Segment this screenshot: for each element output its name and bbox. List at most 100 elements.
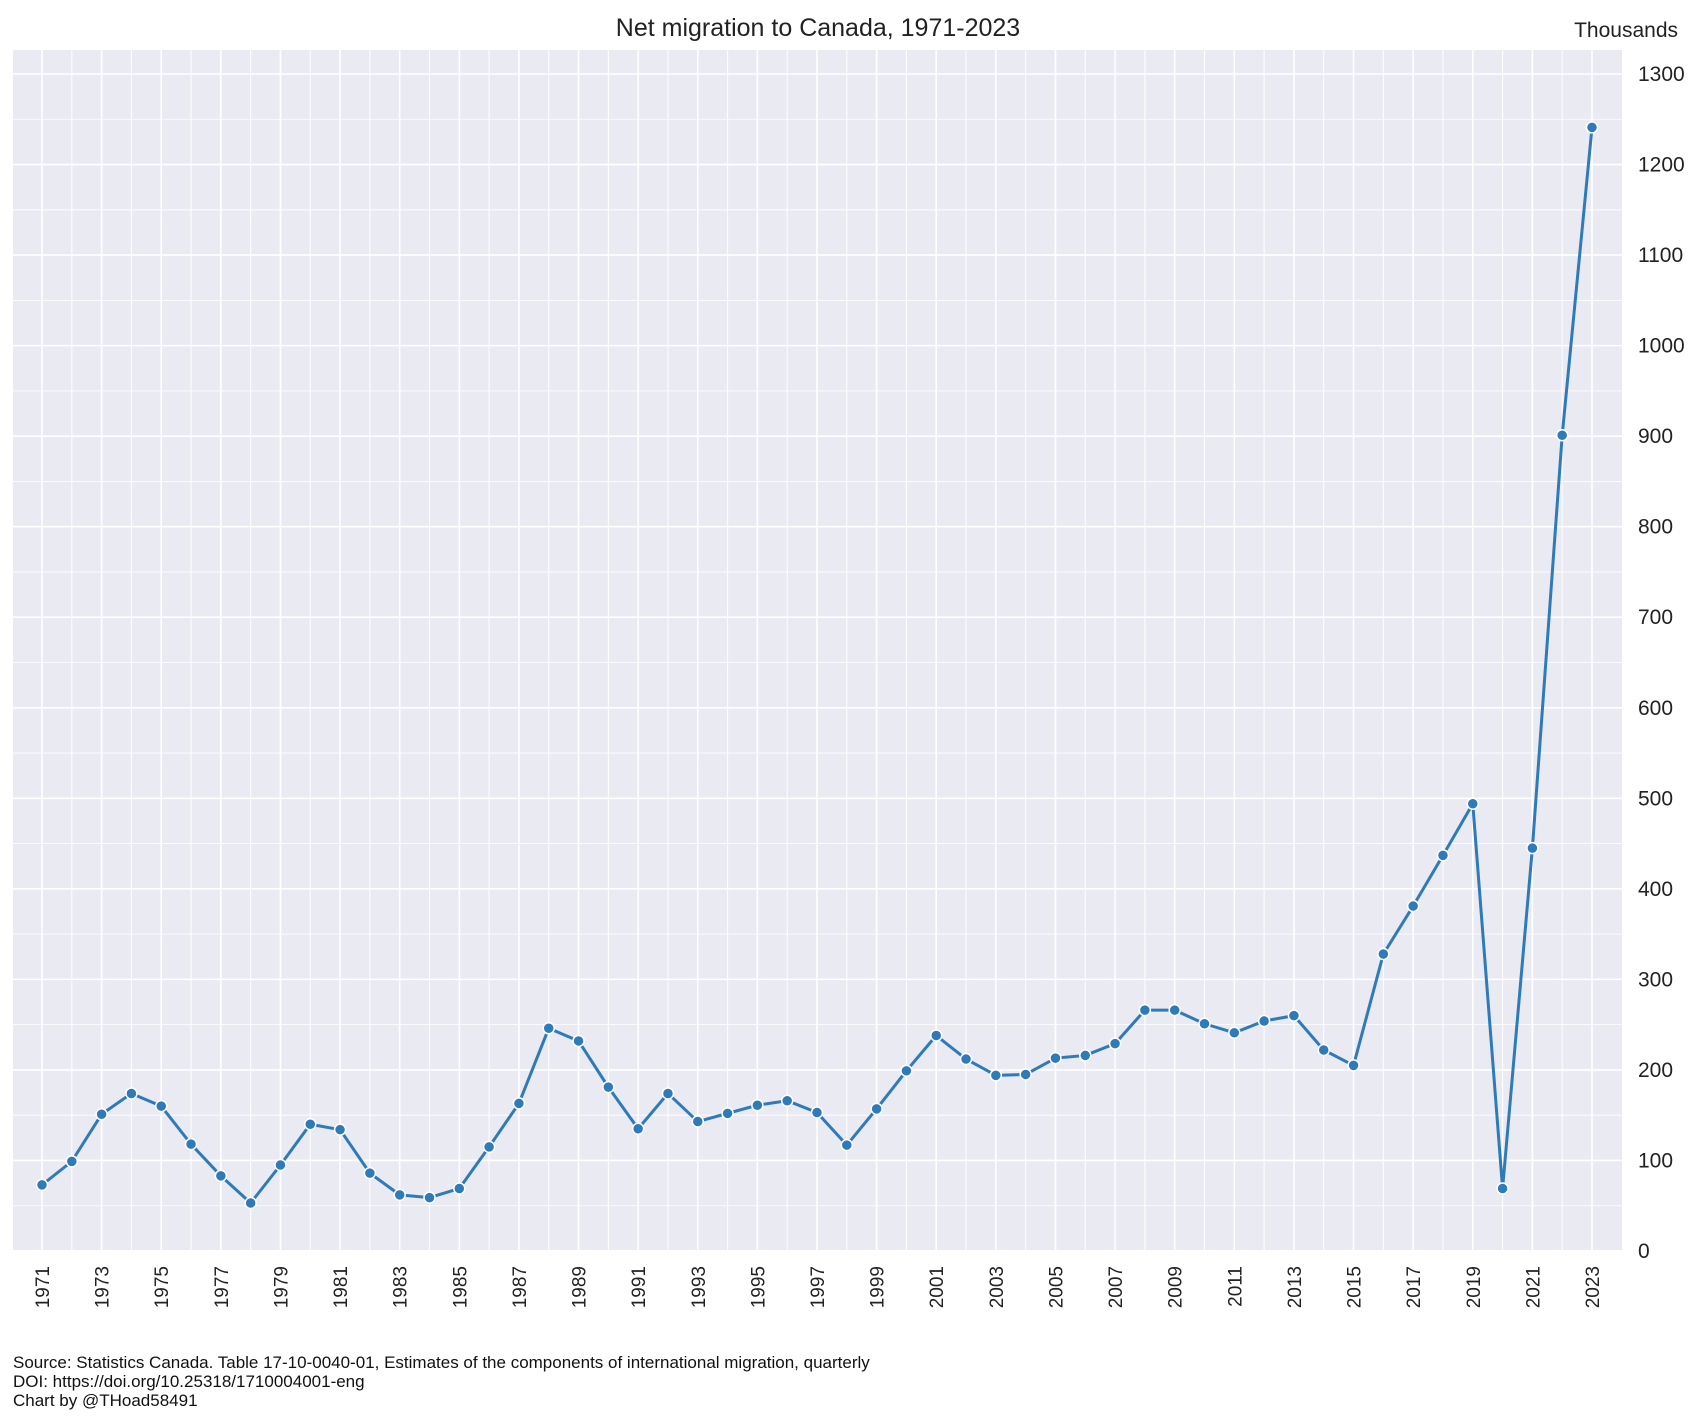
x-tick-label: 2007 <box>1106 1266 1127 1308</box>
data-point <box>1108 1037 1122 1050</box>
data-point <box>65 1155 79 1168</box>
data-point <box>1436 849 1450 862</box>
data-point <box>482 1140 496 1154</box>
x-tick-labels: 1971 1973 1975 1977 1979 1981 1983 1985 1987 1989… <box>33 1266 1604 1308</box>
y-tick-label: 1300 <box>1638 63 1685 86</box>
x-tick-label: 1987 <box>510 1266 531 1308</box>
x-tick-label: 2001 <box>927 1266 948 1308</box>
data-point <box>304 1117 317 1131</box>
data-point <box>1496 1182 1509 1195</box>
x-tick-label: 1995 <box>748 1266 769 1308</box>
x-tick-label: 1989 <box>570 1266 591 1308</box>
data-point <box>1555 428 1569 442</box>
data-point <box>631 1122 645 1136</box>
data-point <box>244 1196 257 1210</box>
data-point <box>423 1191 436 1204</box>
data-point <box>1377 947 1390 961</box>
data-point <box>363 1166 377 1180</box>
source-note: Source: Statistics Canada. Table 17-10-0… <box>13 1353 870 1410</box>
doi-line: DOI: https://doi.org/10.25318/1710004001… <box>13 1372 365 1391</box>
x-tick-label: 2015 <box>1345 1266 1366 1308</box>
data-point <box>333 1123 347 1136</box>
data-point <box>840 1138 854 1152</box>
y-tick-label: 600 <box>1638 697 1673 720</box>
x-tick-label: 2013 <box>1285 1266 1306 1308</box>
y-tick-label: 1200 <box>1638 154 1685 177</box>
y-tick-label: 1000 <box>1638 335 1685 358</box>
data-point <box>1228 1026 1241 1040</box>
x-tick-label: 2017 <box>1404 1266 1425 1308</box>
data-point <box>1406 899 1420 913</box>
x-tick-label: 1973 <box>93 1266 114 1308</box>
x-tick-label: 2011 <box>1225 1266 1246 1307</box>
x-tick-label: 1991 <box>629 1266 650 1308</box>
data-point <box>35 1178 49 1192</box>
data-point <box>1257 1014 1271 1028</box>
y-unit-label: Thousands <box>1574 19 1678 42</box>
data-point <box>125 1087 138 1100</box>
x-tick-label: 1981 <box>331 1266 352 1308</box>
x-tick-label: 1993 <box>689 1266 710 1308</box>
data-point <box>1347 1059 1360 1072</box>
data-point <box>184 1137 198 1151</box>
chart-title: Net migration to Canada, 1971-2023 <box>616 14 1020 42</box>
y-tick-label: 0 <box>1638 1240 1650 1263</box>
y-tick-label: 500 <box>1638 787 1673 810</box>
x-tick-label: 2021 <box>1523 1266 1544 1308</box>
data-point <box>1287 1009 1301 1022</box>
y-tick-label: 100 <box>1638 1149 1673 1172</box>
x-tick-label: 2023 <box>1583 1266 1604 1308</box>
data-point <box>512 1097 526 1110</box>
x-tick-label: 2003 <box>987 1266 1008 1308</box>
data-point <box>1049 1051 1062 1065</box>
x-tick-label: 1977 <box>212 1266 233 1308</box>
x-tick-label: 1983 <box>391 1266 412 1308</box>
x-tick-label: 1997 <box>808 1266 829 1308</box>
y-tick-labels: 0 100 200 300 400 500 600 700 800 900 1000 1100 1200… <box>1638 63 1685 1263</box>
x-tick-label: 1975 <box>152 1266 173 1308</box>
data-point <box>810 1106 824 1119</box>
data-point <box>751 1098 764 1112</box>
data-point <box>870 1102 883 1116</box>
data-point <box>721 1107 734 1120</box>
data-point <box>989 1069 1003 1082</box>
data-point <box>1168 1003 1181 1017</box>
x-tick-label: 2019 <box>1464 1266 1485 1308</box>
y-tick-label: 800 <box>1638 516 1673 539</box>
y-gridlines <box>13 73 1622 1252</box>
data-point <box>542 1022 555 1035</box>
x-tick-label: 1979 <box>271 1266 292 1308</box>
data-point <box>274 1158 287 1172</box>
data-point <box>691 1115 705 1128</box>
data-point <box>1466 797 1480 810</box>
data-point <box>95 1108 108 1121</box>
data-points <box>35 121 1599 1210</box>
data-point <box>214 1169 228 1183</box>
x-tick-label: 2005 <box>1046 1266 1067 1308</box>
data-point <box>929 1029 943 1042</box>
x-tick-label: 2009 <box>1166 1266 1187 1308</box>
y-tick-label: 200 <box>1638 1059 1673 1082</box>
data-point <box>602 1080 615 1094</box>
data-point <box>453 1182 466 1195</box>
y-tick-label: 700 <box>1638 606 1673 629</box>
data-point <box>959 1052 973 1066</box>
data-point <box>1019 1068 1032 1081</box>
x-tick-label: 1999 <box>868 1266 889 1308</box>
credit-line: Chart by @THoad58491 <box>13 1391 198 1410</box>
data-point <box>661 1087 675 1100</box>
data-point <box>1198 1017 1211 1030</box>
data-point <box>1526 841 1539 855</box>
y-tick-label: 900 <box>1638 425 1673 448</box>
y-tick-label: 400 <box>1638 878 1673 901</box>
data-point <box>393 1188 406 1202</box>
data-point <box>1317 1043 1330 1057</box>
data-point <box>572 1034 585 1048</box>
data-point <box>1079 1049 1092 1062</box>
data-point <box>900 1064 913 1078</box>
y-tick-label: 1100 <box>1638 244 1683 267</box>
source-line: Source: Statistics Canada. Table 17-10-0… <box>13 1353 870 1372</box>
data-point <box>780 1094 794 1107</box>
data-point <box>1585 121 1599 134</box>
